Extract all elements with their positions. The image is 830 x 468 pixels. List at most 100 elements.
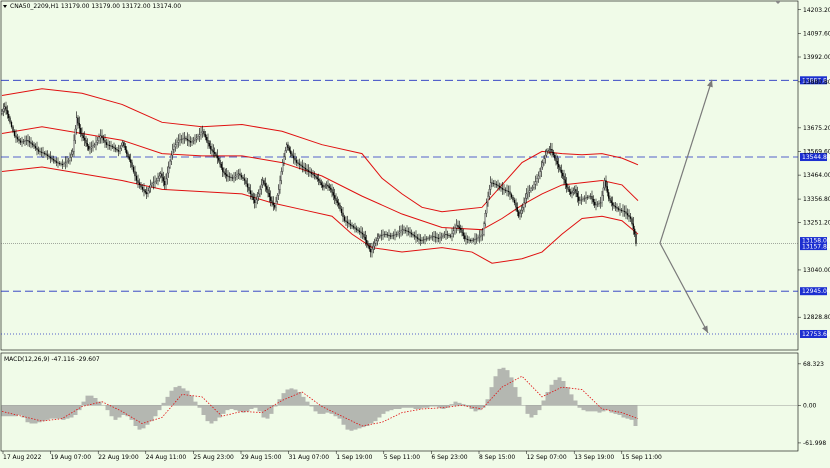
candle-body <box>131 162 133 168</box>
candle-body <box>410 232 413 235</box>
candle-body <box>578 196 580 201</box>
candle-body <box>195 137 198 140</box>
candle-body <box>376 238 378 242</box>
candle-body <box>412 234 414 236</box>
candle-body <box>74 128 76 141</box>
candle-body <box>117 150 120 152</box>
candle-body <box>191 141 193 143</box>
candle-body <box>564 179 566 184</box>
price-tick-label: 13675.20 <box>803 125 830 132</box>
candle-body <box>57 162 59 164</box>
candle-body <box>54 160 56 162</box>
candle-body <box>475 238 478 240</box>
candle-body <box>179 139 181 141</box>
candle-body <box>488 189 490 197</box>
price-tick-label: 13251.20 <box>803 220 830 227</box>
candle-body <box>613 204 615 207</box>
candle-body <box>99 135 102 139</box>
candle-body <box>548 149 550 151</box>
candle-body <box>143 189 145 192</box>
candle-body <box>104 140 106 143</box>
candle-body <box>439 237 441 239</box>
candle-body <box>313 174 316 177</box>
candle-body <box>566 183 568 188</box>
candle-body <box>537 175 540 179</box>
macd-tick-label: 0.00 <box>803 402 817 409</box>
candle-body <box>310 172 313 174</box>
candle-body <box>215 153 217 157</box>
candle-body <box>361 232 364 235</box>
candle-body <box>73 140 75 152</box>
price-tick-label: 13569.60 <box>803 148 830 155</box>
candle-body <box>102 137 105 141</box>
candle-body <box>400 230 402 233</box>
candle-body <box>632 223 634 230</box>
candle-body <box>320 182 322 186</box>
chevron-down-icon[interactable] <box>3 5 7 8</box>
candle-body <box>363 234 365 238</box>
candle-body <box>240 175 243 178</box>
candle-body <box>604 180 606 189</box>
candles <box>1 101 637 258</box>
candle-body <box>40 151 43 153</box>
candle-body <box>148 187 150 192</box>
candle-body <box>85 140 87 144</box>
candle-body <box>448 235 450 237</box>
candle-body <box>251 193 253 198</box>
candle-body <box>330 187 332 190</box>
candle-body <box>375 240 377 244</box>
candle-body <box>421 240 423 242</box>
candle-body <box>575 189 577 194</box>
candle-body <box>239 173 241 176</box>
candle-body <box>214 151 216 154</box>
candle-body <box>189 141 192 143</box>
candle-body <box>271 200 273 203</box>
candle-body <box>568 189 570 192</box>
candle-body <box>445 234 447 235</box>
candle-body <box>635 234 637 244</box>
candle-body <box>263 180 265 184</box>
candle-body <box>500 187 502 189</box>
candle-body <box>164 181 166 186</box>
candle-body <box>371 248 373 253</box>
candle-body <box>49 156 52 159</box>
candle-body <box>157 178 159 181</box>
candle-body <box>602 187 604 196</box>
candle-body <box>440 236 443 238</box>
candle-body <box>457 225 459 227</box>
candle-body <box>528 190 531 193</box>
candle-body <box>328 186 330 189</box>
candle-body <box>367 242 369 247</box>
candle-body <box>491 182 493 184</box>
price-axis: 13887.88 13544.84 12945.04 12753.68 14203.20… <box>798 7 830 338</box>
candle-body <box>451 233 453 237</box>
candle-body <box>21 141 23 143</box>
candle-body <box>629 216 632 219</box>
candle-body <box>170 154 172 162</box>
candle-body <box>304 168 307 170</box>
candle-body <box>346 221 349 224</box>
candle-body <box>15 135 17 138</box>
candle-body <box>33 144 35 147</box>
candle-body <box>92 145 94 148</box>
candle-body <box>274 204 276 208</box>
candle-body <box>623 211 626 212</box>
candle-body <box>430 236 432 238</box>
level-tag <box>800 287 827 296</box>
candle-body <box>174 144 177 148</box>
candle-body <box>138 182 141 186</box>
candle-body <box>61 164 64 166</box>
candle-body <box>160 173 162 177</box>
macd-tick-label: 68.323 <box>803 361 824 368</box>
candle-body <box>419 239 422 242</box>
candle-body <box>338 202 340 206</box>
candle-body <box>288 147 290 151</box>
candle-body <box>24 140 26 142</box>
candle-body <box>294 157 296 161</box>
candle-body <box>550 149 552 151</box>
scroll-marker-icon[interactable] <box>775 1 781 4</box>
current-price-tag <box>800 237 827 245</box>
projection-down-line <box>659 242 709 334</box>
candle-body <box>60 163 62 165</box>
candle-body <box>220 163 222 168</box>
